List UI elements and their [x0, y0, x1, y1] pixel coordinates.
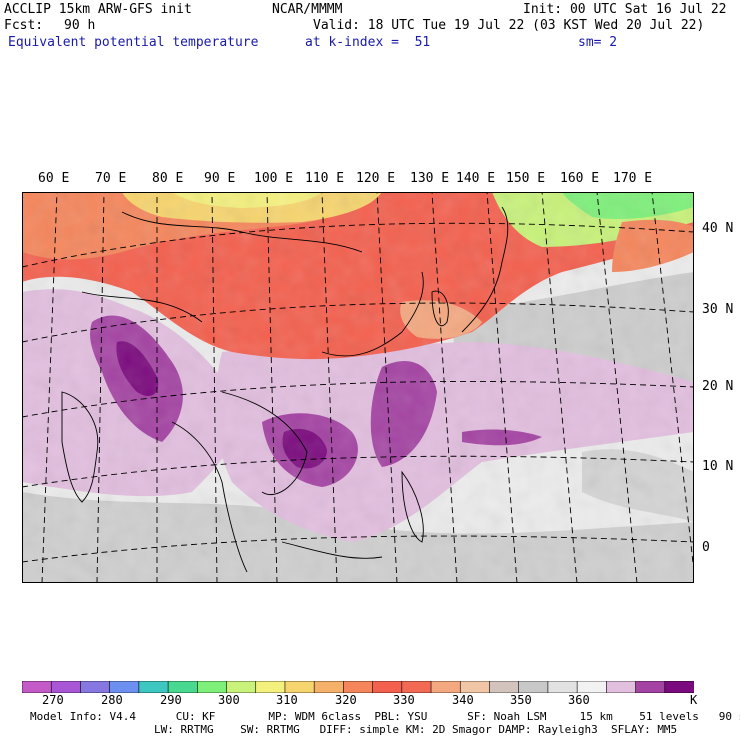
border-himalaya — [81, 291, 203, 323]
meridian-120e — [376, 192, 398, 583]
color-bar-swatch — [635, 681, 666, 693]
valid-time: Valid: 18 UTC Tue 19 Jul 22 (03 KST Wed … — [313, 18, 705, 33]
model-level: at k-index = 51 — [305, 35, 431, 50]
latitude-label: 30 N — [702, 302, 734, 317]
coastline-indochina — [221, 391, 308, 495]
color-bar-swatch — [80, 681, 111, 693]
longitude-label: 150 E — [506, 171, 546, 186]
color-bar-tick-label: 290 — [160, 693, 182, 707]
meridian-160e — [596, 192, 638, 583]
organization-label: NCAR/MMMM — [272, 2, 343, 17]
field-texture — [22, 192, 694, 583]
model-info-line-1: Model Info: V4.4 CU: KF MP: WDM 6class P… — [30, 710, 740, 723]
meridian-90e — [211, 192, 218, 583]
unit-label: K — [690, 693, 698, 707]
color-bar-tick-label: 280 — [101, 693, 123, 707]
longitude-label: 160 E — [560, 171, 600, 186]
longitude-label: 80 E — [152, 171, 184, 186]
parallel-20n — [22, 381, 694, 418]
color-bar-tick-label: 330 — [393, 693, 415, 707]
color-bar-swatch — [372, 681, 403, 693]
forecast-label: Fcst: — [4, 18, 44, 33]
longitude-label: 110 E — [305, 171, 345, 186]
color-bar-swatch — [489, 681, 520, 693]
parallel-40n — [22, 222, 694, 268]
coastline-korea — [431, 290, 449, 327]
model-title: ACCLIP 15km ARW-GFS init — [4, 2, 192, 17]
meridian-60e — [41, 192, 58, 583]
color-bar-tick-label: 310 — [276, 693, 298, 707]
latitude-label: 20 N — [702, 379, 734, 394]
model-info-line-2: LW: RRTMG SW: RRTMG DIFF: simple KM: 2D … — [154, 723, 678, 736]
graticule — [22, 192, 694, 583]
smoothing-value: sm= 2 — [578, 35, 618, 50]
color-bar-swatch — [284, 681, 315, 693]
parallel-0 — [22, 535, 694, 563]
border-mongolia — [121, 211, 363, 253]
init-time: Init: 00 UTC Sat 16 Jul 22 — [523, 2, 727, 17]
color-bar-swatch — [606, 681, 637, 693]
coastline-china — [321, 271, 424, 357]
longitude-label: 120 E — [356, 171, 396, 186]
meridian-140e — [486, 192, 518, 583]
forecast-hour: 90 h — [64, 18, 96, 33]
color-bar-swatch — [518, 681, 549, 693]
meridian-170e — [651, 192, 694, 573]
coastline-japan — [461, 206, 509, 333]
color-bar-swatch — [664, 681, 694, 693]
color-bar-swatch — [255, 681, 286, 693]
meridian-110e — [321, 192, 338, 583]
meridian-130e — [431, 192, 458, 583]
map-frame — [22, 192, 694, 583]
color-bar-swatch — [109, 681, 140, 693]
longitude-label: 100 E — [254, 171, 294, 186]
color-bar-swatch — [138, 681, 169, 693]
longitude-label: 130 E — [410, 171, 450, 186]
color-bar-swatch — [226, 681, 257, 693]
color-bar-swatch — [401, 681, 432, 693]
color-bar-swatch — [50, 681, 82, 693]
equivalent-potential-temperature-map — [22, 192, 694, 583]
coastline-india — [61, 391, 99, 503]
coastline-myanmar-malaysia — [171, 421, 248, 573]
color-bar-tick-label: 270 — [42, 693, 64, 707]
field-name: Equivalent potential temperature — [8, 35, 259, 50]
color-bar — [22, 681, 694, 693]
color-bar-swatch — [167, 681, 198, 693]
latitude-label: 0 — [702, 540, 710, 555]
parallel-30n — [22, 302, 694, 343]
color-bar-tick-label: 340 — [452, 693, 474, 707]
color-bar-swatch — [547, 681, 578, 693]
longitude-label: 170 E — [613, 171, 653, 186]
meridian-150e — [541, 192, 578, 583]
color-bar-tick-label: 360 — [568, 693, 590, 707]
latitude-label: 10 N — [702, 459, 734, 474]
meridian-70e — [96, 192, 105, 583]
color-bar-swatch — [576, 681, 607, 693]
color-bar-swatch — [459, 681, 491, 693]
longitude-label: 140 E — [456, 171, 496, 186]
coastlines — [61, 206, 509, 573]
parallel-10n — [22, 455, 694, 488]
color-bar-tick-label: 320 — [335, 693, 357, 707]
longitude-label: 70 E — [95, 171, 127, 186]
color-bar-swatch — [313, 681, 344, 693]
color-bar-swatch — [22, 681, 52, 693]
color-bar-swatch — [430, 681, 461, 693]
latitude-label: 40 N — [702, 221, 734, 236]
coastline-philippines — [401, 470, 424, 543]
color-bar-tick-label: 350 — [510, 693, 532, 707]
coastline-borneo — [281, 541, 383, 559]
color-bar-tick-label: 300 — [218, 693, 240, 707]
color-bar-swatch — [197, 681, 228, 693]
longitude-label: 60 E — [38, 171, 70, 186]
longitude-label: 90 E — [204, 171, 236, 186]
color-bar-swatch — [343, 681, 374, 693]
